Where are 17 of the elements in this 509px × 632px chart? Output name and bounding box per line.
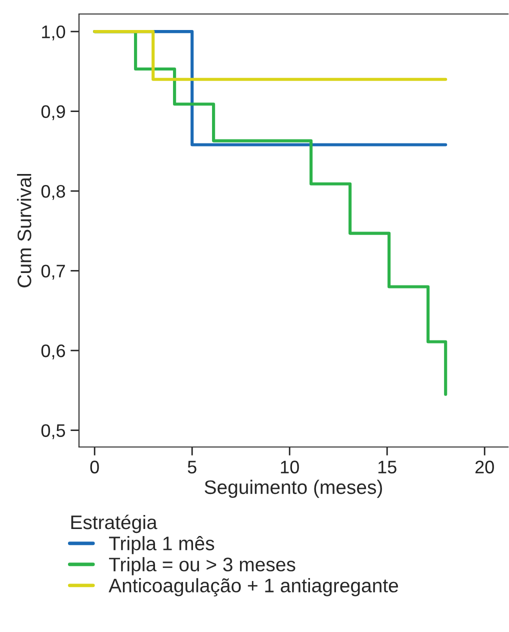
- legend-label: Anticoagulação + 1 antiagregante: [108, 578, 398, 596]
- legend-label: Tripla 1 mês: [109, 536, 214, 554]
- x-tick-label: 5: [188, 460, 196, 474]
- y-tick-label: 1,0: [42, 25, 66, 40]
- y-axis-title: Cum Survival: [17, 174, 32, 288]
- x-tick-label: 0: [90, 460, 99, 474]
- y-tick-label: 0,7: [41, 264, 65, 280]
- y-tick-label: 0,6: [41, 344, 66, 360]
- x-axis-title: Seguimento (meses): [204, 480, 382, 498]
- y-tick-label: 0,9: [41, 105, 65, 120]
- x-tick-label: 10: [280, 460, 299, 474]
- x-tick-label: 15: [378, 460, 396, 474]
- y-tick-label: 0,8: [41, 184, 66, 200]
- y-tick-label: 0,5: [41, 424, 66, 440]
- legend-title: Estratégia: [71, 514, 158, 534]
- legend-label: Tripla = ou > 3 meses: [109, 557, 296, 576]
- x-tick-label: 20: [475, 460, 494, 474]
